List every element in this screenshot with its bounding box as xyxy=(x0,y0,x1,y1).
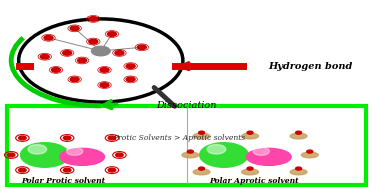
Ellipse shape xyxy=(242,169,258,175)
Text: Polar Protic solvent: Polar Protic solvent xyxy=(21,177,106,185)
Ellipse shape xyxy=(242,133,258,139)
Circle shape xyxy=(207,145,226,154)
Circle shape xyxy=(28,145,47,154)
Text: Hydrogen bond: Hydrogen bond xyxy=(269,62,353,71)
Circle shape xyxy=(70,77,79,82)
Circle shape xyxy=(44,36,53,40)
FancyBboxPatch shape xyxy=(8,106,366,185)
Circle shape xyxy=(19,136,26,140)
Circle shape xyxy=(70,26,79,31)
Circle shape xyxy=(108,168,116,172)
Ellipse shape xyxy=(246,148,291,165)
Ellipse shape xyxy=(182,152,199,158)
Circle shape xyxy=(108,32,117,36)
Circle shape xyxy=(296,131,302,134)
Circle shape xyxy=(64,168,71,172)
Text: Polar Aprotic solvent: Polar Aprotic solvent xyxy=(209,177,299,185)
Circle shape xyxy=(52,68,61,72)
Circle shape xyxy=(77,58,86,63)
Circle shape xyxy=(108,136,116,140)
Circle shape xyxy=(137,45,146,50)
Ellipse shape xyxy=(290,133,307,139)
Ellipse shape xyxy=(290,169,307,175)
Circle shape xyxy=(91,46,110,56)
Circle shape xyxy=(100,68,109,72)
Circle shape xyxy=(100,83,109,87)
Circle shape xyxy=(296,167,302,170)
Circle shape xyxy=(19,19,183,102)
Circle shape xyxy=(187,150,193,153)
Circle shape xyxy=(89,17,98,21)
Circle shape xyxy=(126,77,135,82)
Circle shape xyxy=(89,39,98,44)
Circle shape xyxy=(116,153,123,157)
Text: Dissociation: Dissociation xyxy=(156,101,217,110)
Circle shape xyxy=(64,136,71,140)
Circle shape xyxy=(200,143,248,167)
Ellipse shape xyxy=(60,148,105,165)
Circle shape xyxy=(247,167,253,170)
Circle shape xyxy=(21,143,69,167)
Text: Protic Solvents > Aprotic solvents: Protic Solvents > Aprotic solvents xyxy=(113,134,245,142)
Ellipse shape xyxy=(193,169,210,175)
Circle shape xyxy=(126,64,135,68)
Circle shape xyxy=(8,153,15,157)
Ellipse shape xyxy=(302,152,318,158)
Circle shape xyxy=(199,131,205,134)
Circle shape xyxy=(199,167,205,170)
Circle shape xyxy=(307,150,313,153)
Circle shape xyxy=(253,147,270,155)
Circle shape xyxy=(19,168,26,172)
Circle shape xyxy=(40,54,49,59)
Circle shape xyxy=(67,147,83,155)
Circle shape xyxy=(247,131,253,134)
Circle shape xyxy=(115,51,124,55)
Circle shape xyxy=(63,51,72,55)
Ellipse shape xyxy=(193,133,210,139)
